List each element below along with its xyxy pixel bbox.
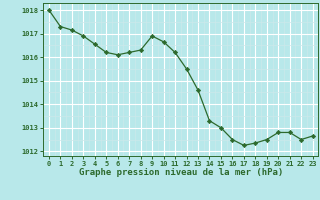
X-axis label: Graphe pression niveau de la mer (hPa): Graphe pression niveau de la mer (hPa) [79,168,283,177]
